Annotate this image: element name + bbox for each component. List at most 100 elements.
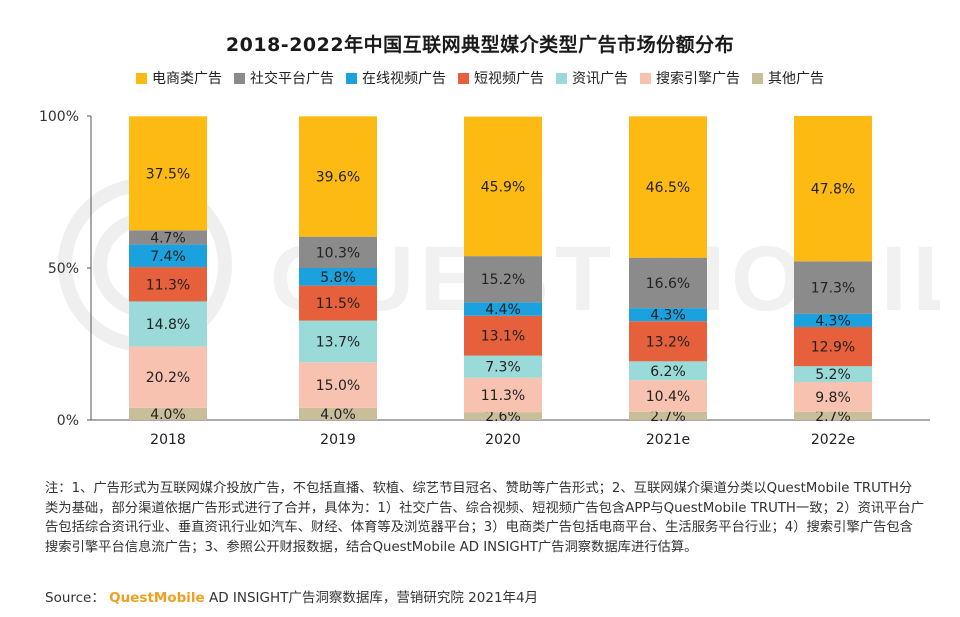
bar-segment [299, 116, 377, 237]
bar-segment [794, 326, 872, 367]
data-label: 4.0% [320, 407, 356, 423]
data-label: 10.3% [316, 245, 360, 261]
data-label: 7.4% [150, 249, 186, 265]
data-label: 15.0% [316, 378, 360, 394]
x-tick-label: 2022e [811, 432, 855, 448]
data-label: 4.3% [815, 313, 851, 329]
bar-segment [629, 257, 707, 309]
data-label: 2.6% [485, 409, 521, 425]
data-label: 45.9% [481, 179, 525, 195]
data-label: 4.4% [485, 302, 521, 318]
data-label: 47.8% [811, 182, 855, 198]
bar-segment [794, 261, 872, 314]
legend-swatch [640, 72, 651, 84]
bar-segment [299, 268, 377, 286]
data-label: 7.3% [485, 360, 521, 376]
legend-item: 其他广告 [752, 68, 824, 88]
legend-item: 在线视频广告 [346, 68, 446, 88]
bar-segment [129, 301, 207, 347]
data-label: 14.8% [146, 317, 190, 333]
y-tick-label: 50% [48, 261, 79, 277]
legend-swatch [458, 72, 469, 84]
x-tick-label: 2019 [320, 432, 356, 448]
legend-swatch [752, 72, 763, 84]
legend-label: 搜索引擎广告 [656, 71, 740, 87]
bar-segment [794, 116, 872, 262]
y-tick-label: 100% [39, 109, 79, 125]
data-label: 20.2% [146, 370, 190, 386]
data-label: 6.2% [650, 364, 686, 380]
bar-segment [464, 377, 542, 413]
bar-segment [464, 116, 542, 257]
bar-segment [129, 407, 207, 420]
legend-swatch [346, 72, 357, 84]
x-tick-label: 2021e [646, 432, 690, 448]
data-label: 5.2% [815, 367, 851, 383]
bar-segment [794, 313, 872, 327]
legend-item: 资讯广告 [556, 68, 628, 88]
data-label: 46.5% [646, 180, 690, 196]
data-label: 2.7% [650, 409, 686, 425]
legend-item: 搜索引擎广告 [640, 68, 740, 88]
bar-segment [299, 320, 377, 363]
legend-swatch [556, 72, 567, 84]
bar-segment [794, 411, 872, 420]
bar-segment [794, 382, 872, 412]
data-label: 37.5% [146, 166, 190, 182]
bar-segment [129, 116, 207, 231]
legend-label: 在线视频广告 [362, 71, 446, 87]
source-detail: AD INSIGHT广告洞察数据库，营销研究院 2021年4月 [204, 590, 539, 606]
stacked-bar-chart: 0% 50% 100% 4.0% 20.2% 14.8% 11.3% 7.4% 4.7% 37.5… [39, 109, 930, 448]
data-label: 13.1% [481, 329, 525, 345]
data-label: 16.6% [646, 276, 690, 292]
data-label: 2.7% [815, 409, 851, 425]
source-label: Source： [45, 590, 105, 606]
data-label: 13.7% [316, 334, 360, 350]
chart-title: 2018-2022年中国互联网典型媒介类型广告市场份额分布 [225, 34, 735, 56]
x-tick-label: 2020 [485, 432, 521, 448]
bar-segment [629, 308, 707, 322]
data-label: 4.7% [150, 230, 186, 246]
bar-segment [129, 267, 207, 302]
source-line: Source： QuestMobile AD INSIGHT广告洞察数据库，营销… [45, 586, 538, 606]
bar-segment [629, 380, 707, 412]
bar-segment [629, 116, 707, 258]
legend-label: 其他广告 [768, 71, 824, 87]
data-label: 11.3% [481, 388, 525, 404]
x-tick-label: 2018 [150, 432, 186, 448]
y-tick-label: 0% [57, 413, 79, 429]
footnote: 注：1、广告形式为互联网媒介投放广告，不包括直播、软植、综艺节目冠名、赞助等广告… [45, 481, 925, 555]
data-label: 10.4% [646, 389, 690, 405]
bar-segment [464, 256, 542, 303]
legend-swatch [136, 72, 147, 84]
bar-segment [464, 355, 542, 378]
data-label: 5.8% [320, 270, 356, 286]
legend-label: 社交平台广告 [250, 71, 334, 87]
bar-segment [299, 236, 377, 268]
legend-label: 电商类广告 [152, 71, 222, 87]
bar-segment [129, 346, 207, 408]
bar-segment [129, 244, 207, 268]
data-label: 4.3% [650, 308, 686, 324]
legend-label: 资讯广告 [572, 71, 628, 87]
data-label: 39.6% [316, 169, 360, 185]
bar-segment [129, 230, 207, 245]
legend-item: 社交平台广告 [234, 68, 334, 88]
legend-item: 短视频广告 [458, 68, 544, 88]
source-brand: QuestMobile [109, 590, 205, 606]
data-label: 11.5% [316, 296, 360, 312]
bar-segment [464, 412, 542, 420]
data-label: 11.3% [146, 277, 190, 293]
data-label: 9.8% [815, 390, 851, 406]
bar-segment [299, 362, 377, 408]
data-label: 12.9% [811, 340, 855, 356]
data-label: 15.2% [481, 272, 525, 288]
bar-segment [629, 361, 707, 381]
legend-swatch [234, 72, 245, 84]
bar-segment [464, 302, 542, 316]
legend-item: 电商类广告 [136, 68, 222, 88]
data-label: 4.0% [150, 407, 186, 423]
bar-segment [299, 285, 377, 321]
bar-segment [629, 321, 707, 362]
bar-segment [794, 366, 872, 382]
